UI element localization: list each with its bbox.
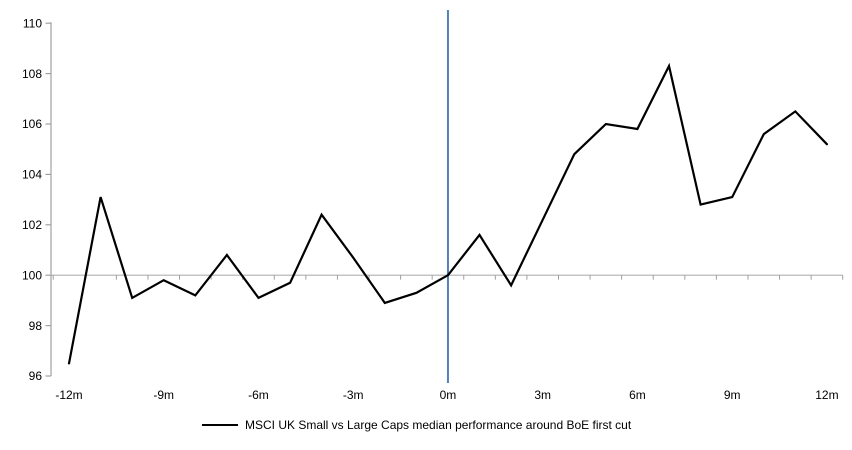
y-axis-tick-label: 106 [22,117,42,131]
legend: MSCI UK Small vs Large Caps median perfo… [202,416,631,433]
x-axis-tick-label: -3m [343,388,364,402]
x-axis-tick-label: 0m [440,388,457,402]
x-axis-tick-label: -9m [153,388,174,402]
series-line [67,62,829,365]
y-axis-tick-label: 100 [22,268,42,282]
legend-label: MSCI UK Small vs Large Caps median perfo… [245,417,632,432]
y-axis-tick-label: 110 [23,16,42,30]
x-axis-tick-label: 9m [724,388,741,402]
x-axis-tick-label: -6m [248,388,269,402]
y-axis-tick-label: 98 [29,319,43,333]
x-axis-tick-label: 3m [534,388,551,402]
y-axis-tick-label: 96 [29,369,43,383]
y-axis-tick-label: 108 [22,67,42,81]
x-axis-tick-label: -12m [55,388,82,402]
x-axis-tick-label: 12m [815,388,838,402]
series-line-swatch-icon [202,423,238,426]
y-axis-tick-label: 102 [22,218,42,232]
y-axis-tick-label: 104 [22,168,42,182]
x-axis-tick-label: 6m [629,388,646,402]
